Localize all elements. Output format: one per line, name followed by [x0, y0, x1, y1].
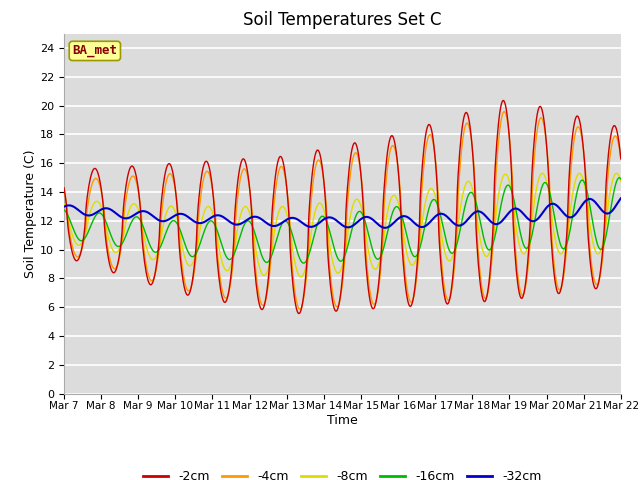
Legend: -2cm, -4cm, -8cm, -16cm, -32cm: -2cm, -4cm, -8cm, -16cm, -32cm: [138, 465, 547, 480]
Text: BA_met: BA_met: [72, 44, 117, 58]
X-axis label: Time: Time: [327, 414, 358, 427]
Title: Soil Temperatures Set C: Soil Temperatures Set C: [243, 11, 442, 29]
Y-axis label: Soil Temperature (C): Soil Temperature (C): [24, 149, 37, 278]
